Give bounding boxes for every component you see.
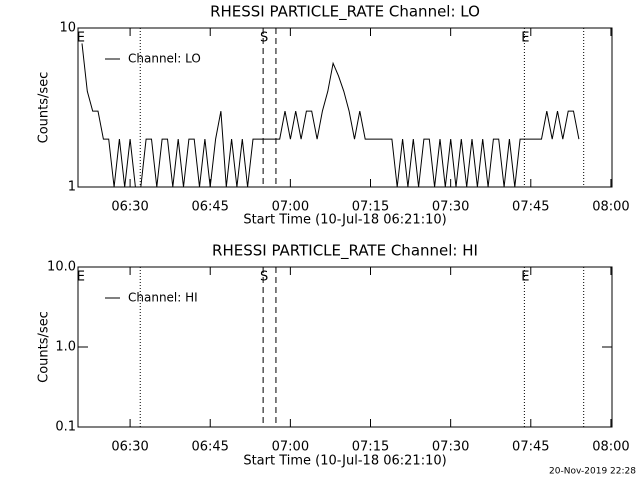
chart-title: RHESSI PARTICLE_RATE Channel: LO <box>210 3 480 22</box>
data-line <box>81 43 580 188</box>
x-tick-label: 07:15 <box>352 200 389 215</box>
x-tick-label: 06:45 <box>191 200 228 215</box>
legend-label: Channel: HI <box>128 291 198 305</box>
y-tick-label: 0.1 <box>55 420 76 435</box>
chart-title: RHESSI PARTICLE_RATE Channel: HI <box>212 242 478 261</box>
x-tick-label: 07:15 <box>352 440 389 455</box>
x-tick-label: 08:00 <box>592 200 629 215</box>
plot-frame <box>77 27 613 188</box>
x-tick-label: 08:00 <box>592 440 629 455</box>
annotation: E <box>77 270 85 285</box>
x-tick-label: 06:45 <box>191 440 228 455</box>
y-tick-label: 10.0 <box>47 260 76 275</box>
y-tick-label: 1.0 <box>55 340 76 355</box>
footer: 20-Nov-2019 22:28 <box>549 467 636 477</box>
legend-label: Channel: LO <box>128 52 201 66</box>
x-tick-label: 07:45 <box>512 440 549 455</box>
x-tick-label: 07:45 <box>512 200 549 215</box>
annotation: S <box>260 31 268 46</box>
x-tick-label: 07:30 <box>432 200 469 215</box>
y-axis-label: Counts/sec <box>37 72 52 144</box>
x-tick-label: 07:00 <box>272 440 309 455</box>
annotation: E <box>521 270 529 285</box>
y-tick-label: 1 <box>68 180 76 195</box>
x-axis-label: Start Time (10-Jul-18 06:21:10) <box>243 213 446 228</box>
x-axis-label: Start Time (10-Jul-18 06:21:10) <box>243 454 446 469</box>
annotation: E <box>77 31 85 46</box>
x-tick-label: 07:30 <box>432 440 469 455</box>
x-tick-label: 06:30 <box>111 200 148 215</box>
x-tick-label: 07:00 <box>272 200 309 215</box>
annotation: E <box>521 31 529 46</box>
x-tick-label: 06:30 <box>111 440 148 455</box>
annotation: S <box>260 270 268 285</box>
y-axis-label: Counts/sec <box>37 311 52 383</box>
y-tick-label: 10 <box>59 21 76 36</box>
